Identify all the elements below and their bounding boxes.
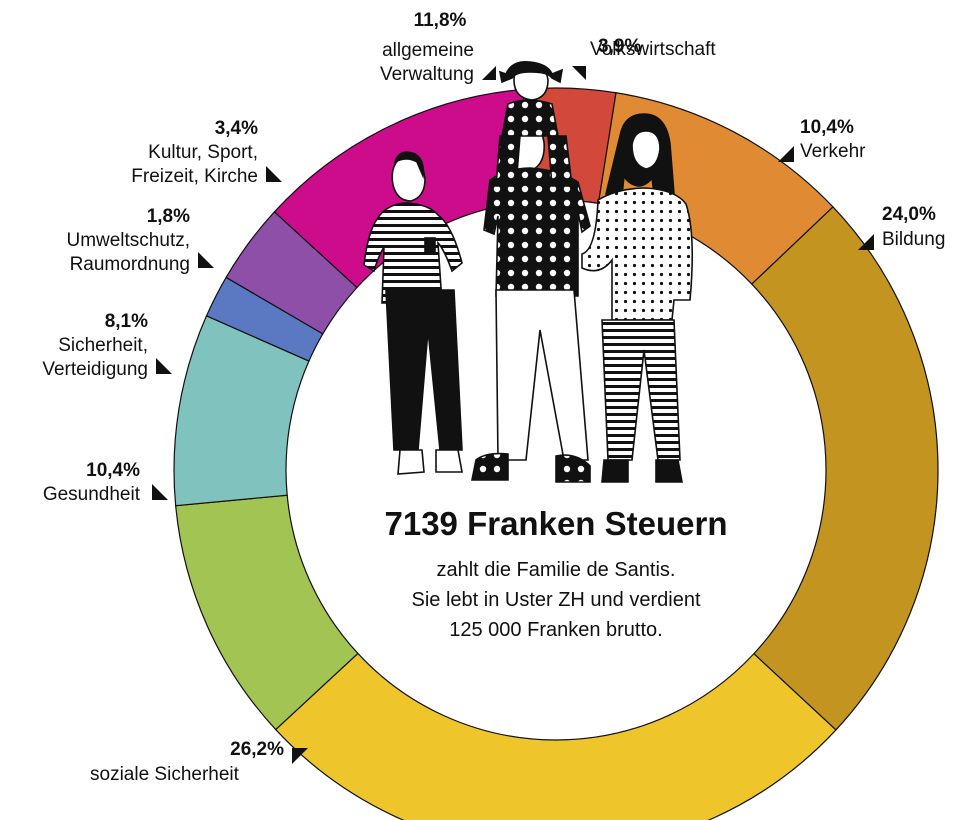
value-label: 3,9% [598, 36, 641, 57]
value-label: 10,4% [86, 460, 140, 481]
category-label: Freizeit, Kirche [131, 166, 258, 187]
woman-right-figure [581, 113, 694, 483]
value-label: 11,8% [414, 10, 467, 31]
center-line-3: 125 000 Franken brutto. [449, 619, 662, 641]
pointer-triangle-icon [156, 358, 172, 374]
value-label: 10,4% [800, 117, 854, 138]
family-illustration [363, 60, 694, 483]
category-label: Verteidigung [42, 359, 148, 380]
pointer-triangle-icon [198, 252, 214, 268]
pointer-triangle-icon [266, 166, 282, 182]
category-label: Verwaltung [380, 64, 474, 85]
center-line-2: Sie lebt in Uster ZH und verdient [411, 589, 700, 611]
slice-soziale-sicherheit [274, 652, 837, 820]
category-label: allgemeine [382, 40, 474, 61]
slice-bildung [750, 206, 939, 731]
pointer-triangle-icon [858, 234, 874, 250]
category-label: Umweltschutz, [66, 230, 190, 251]
category-label: Verkehr [800, 141, 866, 162]
slice-labels: 3,9%Volkswirtschaft 10,4% Verkehr 24,0% Bild… [42, 10, 945, 785]
pointer-triangle-icon [482, 66, 496, 80]
category-label: Bildung [882, 229, 945, 250]
value-label: 1,8% [147, 206, 190, 227]
center-title: 7139 Franken Steuern [385, 505, 728, 542]
center-line-1: zahlt die Familie de Santis. [436, 559, 675, 581]
category-label: Raumordnung [70, 254, 190, 275]
child-figure [495, 60, 573, 187]
value-label: 8,1% [105, 311, 148, 332]
pointer-triangle-icon [152, 484, 168, 500]
woman-left-figure [363, 151, 463, 475]
category-label: Gesundheit [43, 484, 141, 505]
value-label: 26,2% [230, 739, 284, 760]
pointer-triangle-icon [778, 146, 794, 162]
pointer-triangle-icon [292, 748, 308, 764]
category-label: Sicherheit, [58, 335, 148, 356]
value-label: 24,0% [882, 204, 936, 225]
category-label: soziale Sicherheit [90, 764, 240, 785]
category-label: Kultur, Sport, [148, 142, 258, 163]
value-label: 3,4% [215, 118, 258, 139]
pointer-triangle-icon [572, 66, 586, 80]
category-label: Volkswirtschaft [590, 39, 716, 60]
